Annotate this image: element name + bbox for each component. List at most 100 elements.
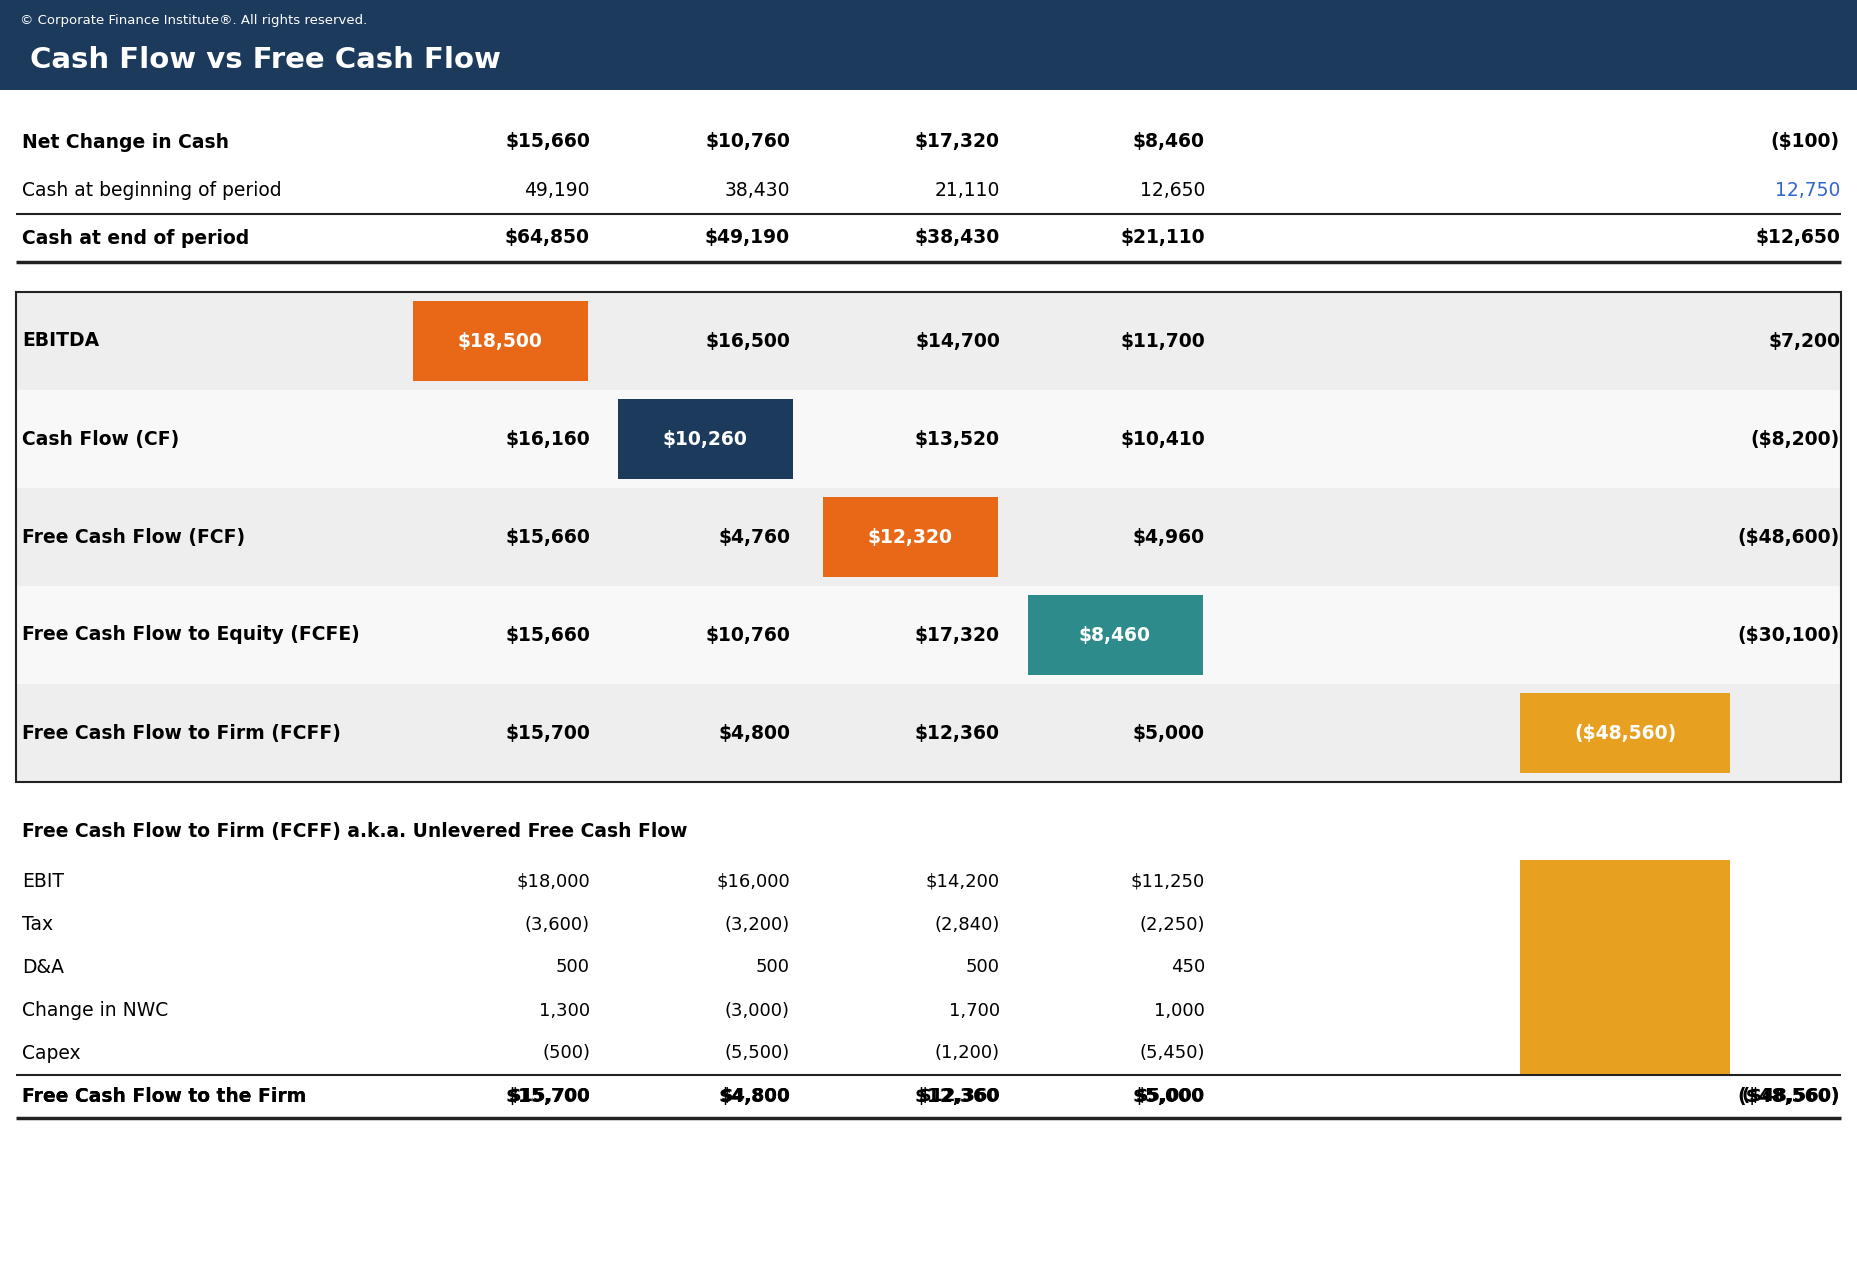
Text: $4,800: $4,800	[721, 1088, 789, 1106]
Text: $4,800: $4,800	[719, 723, 789, 743]
Text: Change in NWC: Change in NWC	[22, 1001, 169, 1021]
Text: (5,450): (5,450)	[1140, 1045, 1205, 1063]
Text: $6,800: $6,800	[1777, 873, 1840, 891]
Text: 12,750: 12,750	[1775, 180, 1840, 199]
Text: 400: 400	[1807, 959, 1840, 977]
Text: Cash Flow vs Free Cash Flow: Cash Flow vs Free Cash Flow	[30, 46, 501, 73]
Text: $12,360: $12,360	[917, 1088, 1001, 1106]
Bar	[1027, 595, 1203, 674]
Text: $5,000: $5,000	[1133, 1088, 1205, 1106]
Text: 500: 500	[555, 959, 591, 977]
Text: (500): (500)	[542, 1045, 591, 1063]
Text: (3,600): (3,600)	[526, 915, 591, 933]
Text: $8,460: $8,460	[1079, 625, 1151, 645]
Text: $10,760: $10,760	[706, 133, 789, 152]
Text: $10,410: $10,410	[1120, 430, 1205, 448]
Text: (1,200): (1,200)	[934, 1045, 1001, 1063]
Text: © Corporate Finance Institute®. All rights reserved.: © Corporate Finance Institute®. All righ…	[20, 14, 368, 27]
Text: $15,660: $15,660	[505, 133, 591, 152]
Text: $12,650: $12,650	[1755, 229, 1840, 247]
Text: $10,260: $10,260	[663, 430, 747, 448]
Text: 500: 500	[756, 959, 789, 977]
Text: 38,430: 38,430	[724, 180, 789, 199]
Text: (5,500): (5,500)	[724, 1045, 789, 1063]
Bar	[17, 390, 1840, 488]
Text: Net Change in Cash: Net Change in Cash	[22, 133, 228, 152]
Text: (3,200): (3,200)	[724, 915, 789, 933]
Text: $64,850: $64,850	[505, 229, 591, 247]
Text: $21,110: $21,110	[1120, 229, 1205, 247]
Text: 400: 400	[1807, 959, 1840, 977]
Text: $18,500: $18,500	[457, 332, 542, 350]
Text: $15,700: $15,700	[505, 723, 591, 743]
Text: $4,760: $4,760	[719, 528, 789, 547]
Text: $4,800: $4,800	[719, 1088, 789, 1106]
Text: $49,190: $49,190	[706, 229, 789, 247]
Text: $15,660: $15,660	[505, 528, 591, 547]
Text: $12,360: $12,360	[916, 723, 1001, 743]
Bar	[1521, 692, 1731, 773]
Text: Capex: Capex	[22, 1044, 80, 1063]
Text: $11,250: $11,250	[1131, 873, 1205, 891]
Bar	[823, 497, 997, 577]
Text: 500: 500	[966, 959, 1001, 977]
Text: ($48,560): ($48,560)	[1575, 723, 1677, 743]
Text: 1,700: 1,700	[949, 1001, 1001, 1019]
Text: $14,200: $14,200	[927, 873, 1001, 891]
Text: (1,360): (1,360)	[1775, 915, 1840, 933]
Text: Free Cash Flow to Firm (FCFF): Free Cash Flow to Firm (FCFF)	[22, 723, 342, 743]
Text: Free Cash Flow to Equity (FCFE): Free Cash Flow to Equity (FCFE)	[22, 625, 360, 645]
Text: $14,700: $14,700	[916, 332, 1001, 350]
Bar	[17, 586, 1840, 683]
Text: (2,250): (2,250)	[1140, 915, 1205, 933]
Text: $7,200: $7,200	[1768, 332, 1840, 350]
Text: EBIT: EBIT	[22, 873, 63, 891]
Bar	[17, 488, 1840, 586]
Text: Cash at beginning of period: Cash at beginning of period	[22, 180, 282, 199]
Bar	[0, 0, 1857, 90]
Text: $18,000: $18,000	[516, 873, 591, 891]
Text: (1,360): (1,360)	[1775, 915, 1840, 933]
Text: 49,190: 49,190	[524, 180, 591, 199]
Text: 12,650: 12,650	[1140, 180, 1205, 199]
Text: $15,700: $15,700	[509, 1088, 591, 1106]
Bar	[17, 292, 1840, 782]
Text: $4,960: $4,960	[1133, 528, 1205, 547]
Text: $17,320: $17,320	[916, 133, 1001, 152]
Text: 450: 450	[1170, 959, 1205, 977]
Text: $12,320: $12,320	[867, 528, 953, 547]
Text: $16,500: $16,500	[706, 332, 789, 350]
Text: Cash Flow (CF): Cash Flow (CF)	[22, 430, 180, 448]
Text: Free Cash Flow to the Firm: Free Cash Flow to the Firm	[22, 1088, 306, 1106]
Text: 1,300: 1,300	[539, 1001, 591, 1019]
Text: ($48,560): ($48,560)	[1738, 1088, 1840, 1106]
Text: $10,760: $10,760	[706, 625, 789, 645]
Text: $6,800: $6,800	[1777, 873, 1840, 891]
Text: Free Cash Flow (FCF): Free Cash Flow (FCF)	[22, 528, 245, 547]
Text: $16,160: $16,160	[505, 430, 591, 448]
Text: $5,000: $5,000	[1136, 1088, 1205, 1106]
Text: (2,840): (2,840)	[934, 915, 1001, 933]
Text: $12,360: $12,360	[916, 1088, 1001, 1106]
Text: $8,460: $8,460	[1133, 133, 1205, 152]
Text: ($48,600): ($48,600)	[1738, 528, 1840, 547]
Text: 1,000: 1,000	[1153, 1001, 1205, 1019]
Text: $15,700: $15,700	[505, 1088, 591, 1106]
Text: $5,000: $5,000	[1133, 723, 1205, 743]
Text: Free Cash Flow to Firm (FCFF) a.k.a. Unlevered Free Cash Flow: Free Cash Flow to Firm (FCFF) a.k.a. Unl…	[22, 822, 687, 840]
Bar	[618, 399, 793, 479]
Text: $13,520: $13,520	[916, 430, 1001, 448]
Text: EBITDA: EBITDA	[22, 332, 98, 350]
Text: ($8,200): ($8,200)	[1751, 430, 1840, 448]
Bar	[1521, 860, 1731, 1075]
Text: (40,400): (40,400)	[1764, 1045, 1840, 1063]
Text: (40,400): (40,400)	[1764, 1045, 1840, 1063]
Text: 21,110: 21,110	[934, 180, 1001, 199]
Bar	[17, 292, 1840, 390]
Text: Tax: Tax	[22, 915, 54, 934]
Bar	[412, 301, 587, 381]
Text: ($100): ($100)	[1772, 133, 1840, 152]
Text: ($30,100): ($30,100)	[1738, 625, 1840, 645]
Text: $17,320: $17,320	[916, 625, 1001, 645]
Text: (14,000): (14,000)	[1764, 1001, 1840, 1019]
